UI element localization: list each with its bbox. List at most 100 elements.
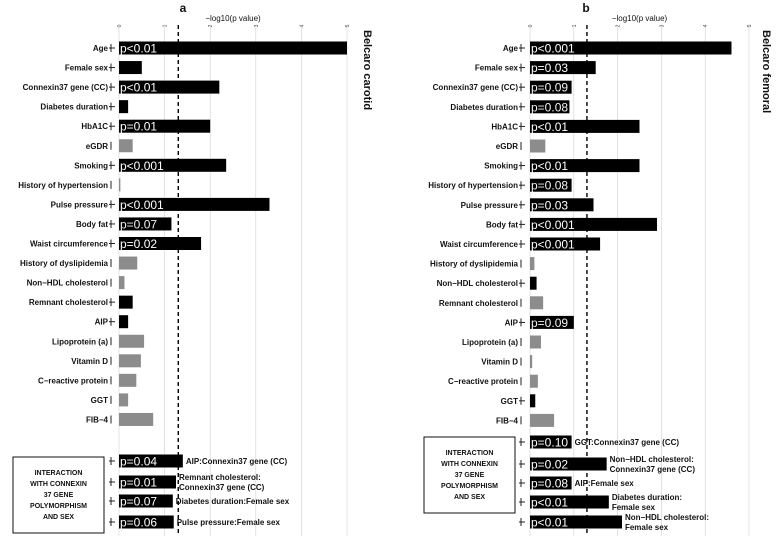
bar <box>119 139 133 153</box>
x-axis-title: −log10(p value) <box>205 14 261 23</box>
bar <box>530 41 732 55</box>
bar <box>530 374 538 388</box>
panel-title: Belcaro carotid <box>361 30 373 110</box>
category-label: Vitamin D <box>481 358 518 367</box>
p-value-label: p<0.01 <box>531 120 568 134</box>
category-label: HbA1C <box>81 122 108 131</box>
bar <box>530 178 572 192</box>
bar <box>119 373 137 387</box>
bar <box>119 354 141 368</box>
category-label: History of hypertension <box>428 181 518 190</box>
interaction-label: AIP:Female sex <box>575 479 635 488</box>
bar <box>119 217 172 231</box>
x-tick-label: 2 <box>616 24 622 27</box>
category-label: Remnant cholesterol <box>29 298 108 307</box>
category-label: Age <box>93 44 109 53</box>
category-label: FIB−4 <box>86 415 109 424</box>
x-tick-label: 4 <box>299 24 305 27</box>
category-label: GGT <box>501 397 518 406</box>
bar <box>530 100 570 114</box>
interaction-bar <box>119 454 183 468</box>
x-tick-label: 2 <box>208 24 214 27</box>
interaction-p-value: p=0.02 <box>531 458 568 472</box>
interaction-bar <box>530 495 609 509</box>
bar <box>530 335 541 349</box>
category-label: AIP <box>95 318 109 327</box>
interaction-label: Pulse pressure:Female sex <box>177 518 281 527</box>
bar <box>530 413 555 427</box>
p-value-label: p<0.01 <box>531 159 568 173</box>
category-label: Remnant cholesterol <box>439 299 518 308</box>
interaction-box-text: 37 GENE <box>455 472 485 479</box>
interaction-p-value: p=0.10 <box>531 436 568 450</box>
p-value-label: p=0.09 <box>531 316 568 330</box>
bar <box>530 276 537 290</box>
category-label: History of hypertension <box>18 181 108 190</box>
category-label: Vitamin D <box>71 357 108 366</box>
bar <box>530 159 640 173</box>
bar <box>119 41 347 55</box>
interaction-bar <box>530 435 572 449</box>
bar <box>119 237 202 250</box>
p-value-label: p=0.08 <box>531 100 568 114</box>
interaction-p-value: p=0.06 <box>120 516 157 530</box>
bar <box>530 119 640 133</box>
interaction-p-value: p<0.01 <box>531 516 568 530</box>
category-label: Body fat <box>76 220 108 229</box>
bar <box>530 394 536 408</box>
interaction-label: Non−HDL cholesterol: <box>625 513 709 522</box>
panel-letter: a <box>180 1 187 15</box>
interaction-p-value: p=0.01 <box>120 476 157 490</box>
interaction-box-text: INTERACTION <box>35 470 83 477</box>
p-value-label: p=0.07 <box>120 217 157 231</box>
bar <box>119 61 142 75</box>
category-label: Non−HDL cholesterol <box>27 279 108 288</box>
interaction-bar <box>530 457 607 471</box>
x-tick-label: 1 <box>572 24 578 27</box>
interaction-label: AIP:Connexin37 gene (CC) <box>186 457 288 466</box>
x-tick-label: 3 <box>254 24 260 27</box>
panel-letter: b <box>582 1 589 15</box>
interaction-p-value: p<0.01 <box>531 496 568 510</box>
bar <box>119 100 129 114</box>
category-label: Pulse pressure <box>461 201 519 210</box>
interaction-box-text: POLYMORPHISM <box>30 503 87 510</box>
interaction-box-text: 37 GENE <box>44 492 74 499</box>
panel-title: Belcaro femoral <box>760 30 772 113</box>
bar <box>530 139 546 153</box>
interaction-p-value: p=0.07 <box>120 495 157 509</box>
bar <box>119 256 138 270</box>
interaction-bar <box>119 494 173 508</box>
category-label: Lipoprotein (a) <box>462 338 518 347</box>
bar <box>530 257 535 271</box>
x-tick-label: 0 <box>117 24 123 27</box>
bar <box>530 296 544 310</box>
category-label: Diabetes duration <box>450 103 518 112</box>
interaction-box-text: AND SEX <box>454 494 485 501</box>
bar <box>119 158 227 172</box>
bar <box>119 295 133 309</box>
bar <box>530 80 572 94</box>
category-label: Connexin37 gene (CC) <box>23 83 109 92</box>
category-label: HbA1C <box>491 122 518 131</box>
category-label: C−reactive protein <box>448 377 518 386</box>
interaction-label: Connexin37 gene (CC) <box>179 483 265 492</box>
interaction-box-text: AND SEX <box>43 514 74 521</box>
bar <box>119 197 270 211</box>
interaction-label: GGT:Connexin37 gene (CC) <box>575 438 680 447</box>
bar <box>530 355 533 369</box>
interaction-box-text: POLYMORPHISM <box>441 483 498 490</box>
interaction-bar <box>119 515 174 529</box>
interaction-box-text: INTERACTION <box>446 450 494 457</box>
bar <box>530 217 658 231</box>
interaction-bar <box>530 476 572 490</box>
interaction-label: Non−HDL cholesterol: <box>610 455 694 464</box>
bar <box>530 237 601 251</box>
p-value-label: p<0.001 <box>120 159 164 173</box>
interaction-p-value: p=0.08 <box>531 477 568 491</box>
category-label: AIP <box>505 318 519 327</box>
interaction-label: Remnant cholesterol: <box>179 473 261 482</box>
category-label: C−reactive protein <box>38 376 108 385</box>
category-label: eGDR <box>86 142 108 151</box>
